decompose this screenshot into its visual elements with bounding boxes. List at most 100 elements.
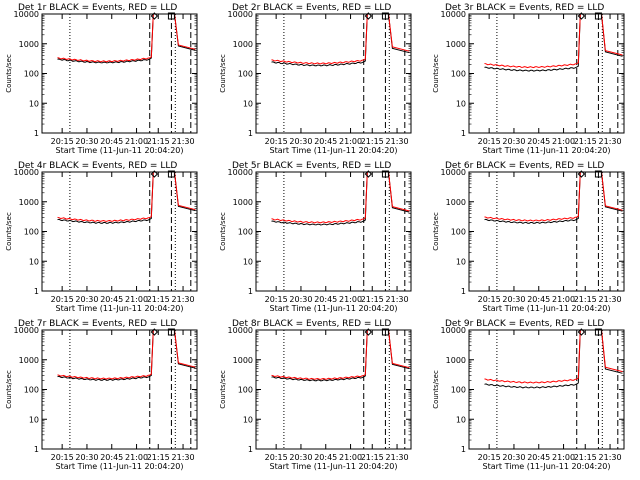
y-tick-label: 10 xyxy=(29,257,39,266)
x-tick-label: 21:15 xyxy=(361,295,384,304)
panel-title: Det 5r BLACK = Events, RED = LLD xyxy=(232,161,391,171)
x-tick-label: 21:30 xyxy=(386,295,409,304)
series-events-line xyxy=(57,329,196,381)
x-tick-label: 21:00 xyxy=(339,453,362,462)
diamond-marker xyxy=(364,12,373,20)
y-tick-label: 1000 xyxy=(19,198,39,207)
x-tick-label: 21:00 xyxy=(125,137,148,146)
x-tick-label: 20:30 xyxy=(289,453,312,462)
diamond-marker xyxy=(150,170,159,178)
x-tick-label: 20:30 xyxy=(502,295,525,304)
x-tick-label: 20:30 xyxy=(289,137,312,146)
y-tick-label: 10 xyxy=(243,415,253,424)
panel-title: Det 1r BLACK = Events, RED = LLD xyxy=(18,3,177,13)
y-tick-label: 10 xyxy=(243,257,253,266)
series-lld-line xyxy=(484,329,623,384)
panel-title: Det 6r BLACK = Events, RED = LLD xyxy=(445,161,604,171)
y-tick-label: 10 xyxy=(456,415,466,424)
x-tick-label: 21:15 xyxy=(147,137,170,146)
y-axis-label: Counts/sec xyxy=(432,370,440,409)
y-tick-label: 1 xyxy=(248,287,253,296)
x-tick-label: 20:30 xyxy=(502,453,525,462)
y-tick-label: 100 xyxy=(24,70,39,79)
x-tick-label: 20:15 xyxy=(265,295,288,304)
x-tick-label: 20:15 xyxy=(478,295,501,304)
x-tick-label: 20:45 xyxy=(527,453,550,462)
x-tick-label: 20:30 xyxy=(289,295,312,304)
x-axis-label: Start Time (11-Jun-11 20:04:20) xyxy=(483,304,611,313)
square-marker xyxy=(594,328,602,336)
y-tick-label: 1000 xyxy=(446,198,466,207)
x-tick-label: 20:30 xyxy=(75,137,98,146)
series-events-line xyxy=(484,171,623,224)
x-tick-label: 20:30 xyxy=(502,137,525,146)
panel-title: Det 7r BLACK = Events, RED = LLD xyxy=(18,319,177,329)
x-tick-label: 20:30 xyxy=(75,453,98,462)
diamond-marker xyxy=(150,12,159,20)
y-tick-label: 100 xyxy=(238,70,253,79)
y-tick-label: 1000 xyxy=(233,40,253,49)
y-tick-label: 10000 xyxy=(441,10,466,19)
x-tick-label: 21:30 xyxy=(386,453,409,462)
x-tick-label: 21:30 xyxy=(386,137,409,146)
square-marker xyxy=(381,12,389,20)
series-lld-line xyxy=(484,171,623,222)
y-axis-label: Counts/sec xyxy=(432,212,440,251)
x-tick-label: 21:00 xyxy=(552,295,575,304)
y-tick-label: 1000 xyxy=(233,356,253,365)
x-tick-label: 21:15 xyxy=(574,453,597,462)
y-tick-label: 10000 xyxy=(228,326,253,335)
square-marker xyxy=(167,170,175,178)
series-lld-line xyxy=(57,171,196,222)
panel-title: Det 2r BLACK = Events, RED = LLD xyxy=(232,3,391,13)
y-tick-label: 1 xyxy=(248,445,253,454)
plot-frame xyxy=(468,329,625,450)
diamond-marker xyxy=(577,328,586,336)
x-tick-label: 20:45 xyxy=(100,295,123,304)
x-axis-label: Start Time (11-Jun-11 20:04:20) xyxy=(56,304,184,313)
series-lld-line xyxy=(271,13,410,65)
square-marker xyxy=(594,12,602,20)
panel-det-4: Det 4r BLACK = Events, RED = LLD 1 10 100 10… xyxy=(5,161,198,313)
y-tick-label: 10000 xyxy=(14,326,39,335)
y-tick-label: 1 xyxy=(461,445,466,454)
series-events-line xyxy=(484,329,623,389)
square-marker xyxy=(167,328,175,336)
square-marker xyxy=(381,170,389,178)
x-tick-label: 21:00 xyxy=(552,453,575,462)
y-tick-label: 10 xyxy=(29,415,39,424)
x-axis-label: Start Time (11-Jun-11 20:04:20) xyxy=(270,146,398,155)
x-tick-label: 21:30 xyxy=(172,137,195,146)
y-tick-label: 10 xyxy=(243,99,253,108)
x-tick-label: 20:15 xyxy=(265,137,288,146)
panel-det-8: Det 8r BLACK = Events, RED = LLD 1 10 100 10… xyxy=(219,319,412,471)
diamond-marker xyxy=(150,328,159,336)
y-tick-label: 10 xyxy=(456,99,466,108)
panel-det-9: Det 9r BLACK = Events, RED = LLD 1 10 100 10… xyxy=(432,319,625,471)
x-tick-label: 21:15 xyxy=(361,453,384,462)
y-tick-label: 1 xyxy=(248,129,253,138)
y-tick-label: 10 xyxy=(456,257,466,266)
diamond-marker xyxy=(364,170,373,178)
x-tick-label: 21:00 xyxy=(552,137,575,146)
panel-det-1: Det 1r BLACK = Events, RED = LLD 1 10 100 10… xyxy=(5,3,198,155)
y-axis-label: Counts/sec xyxy=(432,54,440,93)
series-events-line xyxy=(271,329,410,382)
x-tick-label: 20:15 xyxy=(478,453,501,462)
x-axis-label: Start Time (11-Jun-11 20:04:20) xyxy=(270,304,398,313)
y-axis-label: Counts/sec xyxy=(5,212,13,251)
y-axis-label: Counts/sec xyxy=(5,370,13,409)
y-tick-label: 100 xyxy=(238,228,253,237)
y-tick-label: 10000 xyxy=(14,10,39,19)
y-tick-label: 1 xyxy=(34,287,39,296)
x-axis-label: Start Time (11-Jun-11 20:04:20) xyxy=(56,146,184,155)
y-tick-label: 100 xyxy=(451,386,466,395)
plot-frame xyxy=(41,13,198,134)
x-tick-label: 20:15 xyxy=(265,453,288,462)
x-tick-label: 20:45 xyxy=(100,137,123,146)
y-tick-label: 1 xyxy=(461,287,466,296)
series-lld-line xyxy=(57,13,196,63)
panel-det-3: Det 3r BLACK = Events, RED = LLD 1 10 100 10… xyxy=(432,3,625,155)
x-tick-label: 21:30 xyxy=(172,295,195,304)
y-tick-label: 10000 xyxy=(441,326,466,335)
